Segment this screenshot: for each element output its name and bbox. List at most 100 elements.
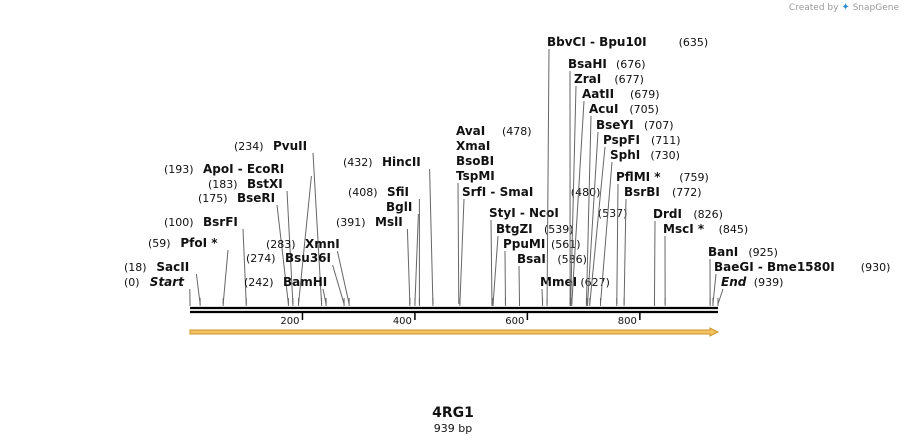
site-position-label: (478) [502,125,532,138]
site-position-label: (391) [336,216,366,229]
enzyme-label: ApoI - EcoRI [203,162,284,176]
watermark: Created by ✦ SnapGene [789,2,899,13]
enzyme-label: BamHI [283,275,327,289]
leader-line [599,161,613,305]
site-position-label: (480) [571,186,601,199]
tick-label: 600 [505,316,524,327]
site-position-label: (175) [198,192,228,205]
enzyme-label: Bsu36I [285,251,331,265]
leader-line [276,204,289,305]
enzyme-label: XmaI [456,139,490,153]
enzyme-label: MscI * [663,222,705,236]
site-position-label: (539) [544,223,574,236]
site-position-label: (0) [124,276,140,289]
construct-name: 4RG1 [432,405,474,421]
leader-line [587,131,599,305]
site-position-label: (772) [672,186,702,199]
enzyme-label: BseRI [237,191,275,205]
site-position-label: (537) [598,207,628,220]
leader-line [585,115,592,305]
enzyme-label: SrfI - SmaI [462,185,533,199]
site-position-label: (759) [679,171,709,184]
leader-line [222,249,229,305]
enzyme-label: PspFI [603,133,640,147]
tick-label: 200 [280,316,299,327]
site-position-label: (242) [244,276,274,289]
leader-line [457,182,460,305]
leader-line [312,152,323,305]
site-position-label: (705) [629,103,659,116]
leader-line [286,190,294,305]
leader-line [492,235,499,305]
leader-line [571,100,585,305]
enzyme-label: TspMI [456,169,495,183]
leader-line [414,213,419,305]
leader-line [336,250,350,305]
enzyme-label: BsrFI [203,215,238,229]
leader-line [332,264,345,305]
site-position-label: (711) [651,134,681,147]
enzyme-label: BstXI [247,177,283,191]
enzyme-label: AcuI [589,102,618,116]
construct-size: 939 bp [433,422,473,435]
leader-line [406,228,411,305]
enzyme-label: PpuMI [503,237,545,251]
enzyme-label: SacII [156,260,189,274]
watermark-brand: SnapGene [852,3,899,13]
enzyme-label: BseYI [596,118,634,132]
leader-line [490,219,493,305]
leader-line [616,183,619,305]
enzyme-label: SfiI [387,185,409,199]
feature-arrow [189,327,720,337]
site-position-label: (707) [644,119,674,132]
enzyme-label: BanI [708,245,738,259]
enzyme-label: XmnI [305,237,340,251]
leader-line [242,228,247,305]
enzyme-label: MmeI [540,275,577,289]
tick-label: 400 [393,316,412,327]
tick-label: 800 [618,316,637,327]
enzyme-label: AatII [582,87,614,101]
enzyme-label: Start [150,275,185,289]
site-position-label: (677) [614,73,644,86]
enzyme-label: PfoI * [180,236,218,250]
leader-line [653,220,656,305]
enzyme-label: PvuII [273,139,307,153]
site-position-label: (730) [650,149,680,162]
site-position-label: (193) [164,163,194,176]
enzyme-label: SphI [610,148,640,162]
site-position-label: (408) [348,186,378,199]
leader-line [570,85,577,305]
enzyme-label: BbvCI - Bpu10I [547,35,647,49]
site-position-label: (59) [148,237,171,250]
site-position-label: (826) [693,208,723,221]
site-position-label: (183) [208,178,238,191]
leader-line [298,175,312,305]
enzyme-label: StyI - NcoI [489,206,559,220]
site-position-label: (679) [630,88,660,101]
leader-line [429,168,434,305]
snapgene-logo-icon: ✦ [841,2,850,13]
leader-line [589,146,606,305]
enzyme-label: MslI [375,215,403,229]
site-position-label: (635) [679,36,709,49]
enzyme-label: BsoBI [456,154,494,168]
enzyme-label: BtgZI [496,222,533,236]
site-position-label: (274) [246,252,276,265]
enzyme-label: PflMI * [616,170,661,184]
leader-line [195,273,201,305]
watermark-prefix: Created by [788,3,839,13]
site-position-label: (18) [124,261,147,274]
enzyme-label: AvaI [456,124,485,138]
enzyme-label: DrdI [653,207,682,221]
site-position-label: (283) [266,238,296,251]
enzyme-label: ZraI [574,72,601,86]
enzyme-label: HincII [382,155,421,169]
site-position-label: (432) [343,156,373,169]
site-position-label: (234) [234,140,264,153]
site-position-label: (939) [754,276,784,289]
site-position-label: (925) [748,246,778,259]
leader-line [717,288,724,305]
site-position-label: (845) [719,223,749,236]
